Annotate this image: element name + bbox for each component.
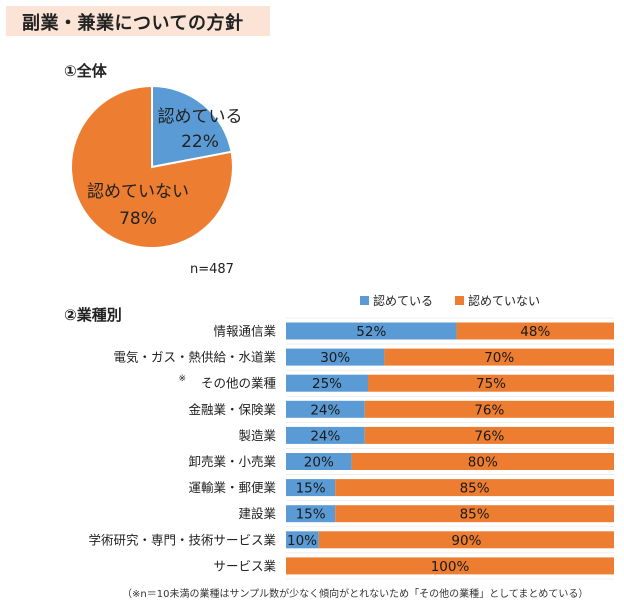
bar-value-label: 76% (474, 402, 504, 418)
pie-slice-label: 認めている (158, 107, 243, 127)
bar-allowed (286, 426, 365, 444)
bar-allowed (286, 531, 319, 549)
bar-value-label: 15% (296, 507, 326, 523)
bar-value-label: 20% (304, 455, 334, 471)
pie-slice (70, 84, 234, 249)
category-label: 金融業・保険業 (188, 402, 276, 417)
bar-not-allowed (384, 348, 614, 366)
bar-allowed (286, 505, 336, 523)
bar-value-label: 70% (484, 350, 514, 366)
section-heading-industry: ②業種別 (64, 306, 122, 324)
category-label: 製造業 (238, 428, 276, 443)
bar-value-label: 10% (287, 533, 317, 549)
legend-swatch (360, 296, 369, 305)
bar-not-allowed (364, 426, 614, 444)
legend-label: 認めていない (468, 293, 540, 308)
pie-slice-value: 78% (119, 209, 157, 229)
bar-not-allowed (456, 322, 614, 340)
legend-label: 認めている (373, 293, 433, 308)
bar-not-allowed (364, 400, 614, 418)
bar-not-allowed (335, 479, 614, 497)
bar-value-label: 25% (312, 376, 342, 392)
pie-slice-value: 22% (181, 132, 219, 152)
bar-allowed (286, 453, 352, 470)
bar-not-allowed (368, 374, 614, 392)
bar-value-label: 24% (310, 428, 340, 444)
bar-allowed (286, 322, 457, 340)
bar-allowed (286, 479, 336, 497)
category-label: その他の業種 (201, 376, 277, 391)
category-label: 電気・ガス・熱供給・水道業 (113, 350, 276, 365)
pie-slice (151, 84, 233, 169)
sample-size-label: n=487 (190, 262, 234, 277)
category-label: サービス業 (213, 558, 276, 573)
bar-not-allowed (318, 531, 614, 549)
bar-allowed (286, 400, 365, 418)
bar-value-label: 75% (476, 376, 506, 392)
bar-value-label: 100% (431, 559, 470, 575)
bar-value-label: 90% (451, 533, 481, 549)
footnote: （※n＝10未満の業種はサンプル数が少なく傾向がとれないため「その他の業種」とし… (122, 589, 589, 600)
bar-not-allowed (351, 453, 614, 470)
bar-value-label: 76% (474, 428, 504, 444)
category-label: 建設業 (238, 506, 276, 521)
pie-slice-label: 認めていない (87, 182, 189, 202)
bar-value-label: 85% (460, 507, 490, 523)
bar-value-label: 52% (356, 324, 386, 340)
bar-allowed (286, 374, 368, 392)
bar-value-label: 24% (310, 402, 340, 418)
category-label: 情報通信業 (213, 324, 276, 339)
category-label: 卸売業・小売業 (188, 454, 276, 469)
legend-swatch (455, 296, 464, 305)
bar-value-label: 48% (520, 324, 550, 340)
bar-value-label: 30% (320, 350, 350, 366)
category-mark: ※ (178, 374, 186, 384)
bar-not-allowed (286, 557, 614, 575)
category-label: 運輸業・郵便業 (188, 480, 276, 495)
bar-allowed (286, 348, 385, 366)
bar-not-allowed (335, 505, 614, 523)
section-heading-overall: ①全体 (64, 62, 107, 80)
page-title: 副業・兼業についての方針 (22, 13, 244, 34)
title-band (6, 6, 270, 36)
category-label: 学術研究・専門・技術サービス業 (88, 532, 276, 547)
bar-value-label: 80% (468, 455, 498, 471)
bar-value-label: 15% (296, 481, 326, 497)
bar-value-label: 85% (460, 481, 490, 497)
